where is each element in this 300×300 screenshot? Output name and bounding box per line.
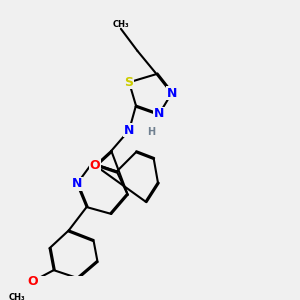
Text: H: H (147, 127, 155, 137)
Text: N: N (72, 177, 82, 190)
Text: CH₃: CH₃ (8, 293, 25, 300)
Text: N: N (167, 87, 177, 100)
Text: N: N (154, 107, 164, 120)
Text: S: S (124, 76, 134, 89)
Text: CH₃: CH₃ (112, 20, 129, 29)
Text: O: O (89, 159, 100, 172)
Text: N: N (124, 124, 134, 137)
Text: O: O (28, 274, 38, 288)
